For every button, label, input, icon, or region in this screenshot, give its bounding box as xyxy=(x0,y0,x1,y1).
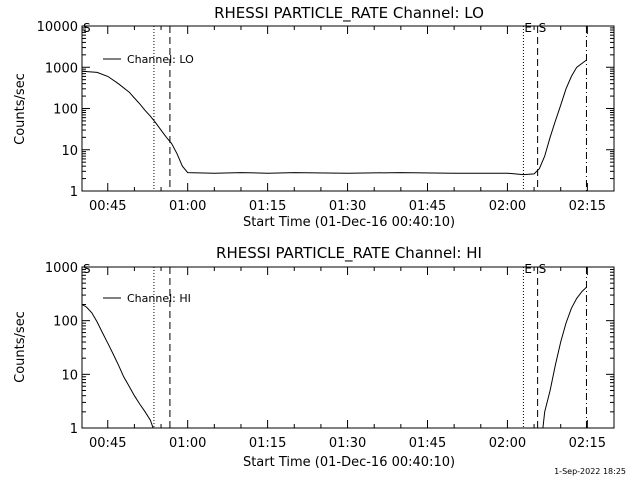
event-marker-label: S xyxy=(83,21,91,35)
x-tick-label: 01:15 xyxy=(249,436,286,451)
date-stamp: 1-Sep-2022 18:25 xyxy=(554,467,626,476)
y-axis-label: Counts/sec xyxy=(13,311,28,383)
y-tick-label: 10000 xyxy=(37,20,78,35)
legend-label: Channel: HI xyxy=(127,292,191,305)
x-tick-label: 01:00 xyxy=(169,199,206,214)
x-tick-label: 01:30 xyxy=(329,199,366,214)
y-tick-label: 100 xyxy=(53,103,78,118)
event-marker-label: E xyxy=(524,21,532,35)
hi-chart-marks: 1 10 100 1000 00:45 01:00 01:15 01:30 01:45 02:00… xyxy=(45,261,615,451)
hi-channel-panel: RHESSI PARTICLE_RATE Channel: HI Counts/… xyxy=(13,244,615,470)
chart-title: RHESSI PARTICLE_RATE Channel: HI xyxy=(216,244,482,263)
x-tick-label: 01:45 xyxy=(409,199,446,214)
y-tick-label: 10 xyxy=(61,144,78,159)
plot-frame xyxy=(81,25,615,192)
chart-title: RHESSI PARTICLE_RATE Channel: LO xyxy=(214,4,484,23)
x-tick-label: 01:30 xyxy=(329,436,366,451)
y-tick-label: 1 xyxy=(70,422,78,437)
x-tick-label: 01:15 xyxy=(249,199,286,214)
x-tick-label: 02:15 xyxy=(569,436,606,451)
x-tick-label: 00:45 xyxy=(89,199,126,214)
y-tick-label: 10 xyxy=(61,368,78,383)
series-line xyxy=(81,286,587,429)
event-marker-label: S xyxy=(83,262,91,276)
y-axis-label: Counts/sec xyxy=(13,73,28,145)
x-tick-label: 02:15 xyxy=(569,199,606,214)
event-marker-label: S xyxy=(539,21,547,35)
x-tick-label: 01:45 xyxy=(409,436,446,451)
lo-chart-marks: 1 10 100 1000 10000 00:45 01:00 01:15 01:30 01:45… xyxy=(37,20,615,214)
x-axis-label: Start Time (01-Dec-16 00:40:10) xyxy=(243,455,455,470)
legend-label: Channel: LO xyxy=(127,53,194,66)
event-marker-label: E xyxy=(524,262,532,276)
x-tick-label: 02:00 xyxy=(489,436,526,451)
lo-channel-panel: RHESSI PARTICLE_RATE Channel: LO Counts/… xyxy=(13,4,615,230)
y-tick-label: 1000 xyxy=(45,261,78,276)
y-tick-label: 1 xyxy=(70,185,78,200)
y-tick-label: 100 xyxy=(53,315,78,330)
series-line xyxy=(81,59,587,176)
y-tick-label: 1000 xyxy=(45,61,78,76)
event-marker-label: S xyxy=(539,262,547,276)
x-tick-label: 02:00 xyxy=(489,199,526,214)
x-tick-label: 00:45 xyxy=(89,436,126,451)
x-axis-label: Start Time (01-Dec-16 00:40:10) xyxy=(243,215,455,230)
x-tick-label: 01:00 xyxy=(169,436,206,451)
